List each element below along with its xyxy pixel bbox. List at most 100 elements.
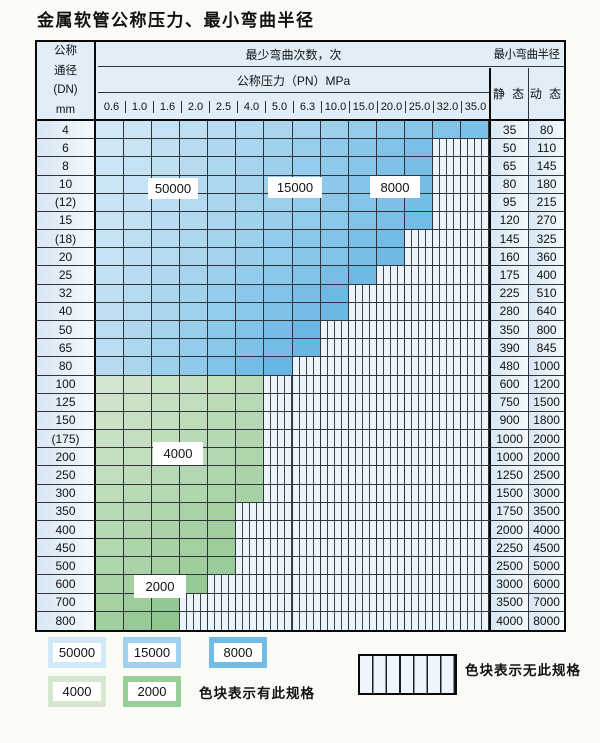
dn-cell: 200	[37, 448, 96, 466]
no-spec-cell	[292, 375, 321, 393]
zone-label-4000: 4000	[153, 442, 203, 465]
static-radius-cell: 225	[489, 284, 529, 302]
table-row: 32 225 510	[37, 284, 565, 303]
spec-available-cell	[208, 175, 237, 193]
spec-available-cell	[461, 121, 490, 139]
no-spec-cell	[348, 411, 377, 430]
legend-item-4000: 4000	[48, 676, 106, 707]
spec-available-cell	[320, 266, 349, 284]
spec-available-cell	[124, 357, 153, 375]
corner-line: (DN)	[53, 84, 78, 96]
table-header: 公称 通径 (DN) mm 最少弯曲次数，次 最小弯曲半径 公称压力（PN）MPa 0…	[37, 42, 564, 121]
no-spec-cell	[292, 393, 321, 411]
pressure-tick: 6.3	[294, 100, 322, 113]
no-spec-cell	[320, 357, 349, 375]
spec-available-cell	[152, 139, 181, 157]
no-spec-cell	[461, 375, 490, 393]
spec-available-cell	[236, 375, 265, 393]
no-spec-cell	[376, 557, 405, 575]
spec-available-cell	[152, 466, 181, 484]
no-spec-cell	[461, 557, 490, 575]
no-spec-cell	[292, 611, 321, 630]
spec-available-cell	[96, 593, 125, 611]
spec-available-cell	[264, 211, 293, 230]
dn-cell: 500	[37, 557, 96, 575]
no-spec-cell	[180, 593, 209, 611]
legend-row-blue: 50000 15000 8000	[48, 637, 267, 668]
spec-available-cell	[152, 302, 181, 320]
no-spec-cell	[432, 284, 462, 302]
spec-available-cell	[96, 575, 125, 593]
spec-available-cell	[208, 284, 237, 302]
spec-available-cell	[124, 411, 153, 430]
spec-available-cell	[124, 266, 153, 284]
pressure-tick: 2.5	[210, 100, 238, 113]
no-spec-cell	[320, 575, 349, 593]
spec-available-cell	[96, 302, 125, 320]
no-spec-cell	[404, 448, 433, 466]
spec-available-cell	[264, 121, 293, 139]
spec-available-cell	[124, 448, 153, 466]
spec-available-cell	[96, 339, 125, 357]
no-spec-cell	[461, 339, 490, 357]
spec-available-cell	[208, 520, 237, 539]
zone-label-2000: 2000	[134, 575, 186, 598]
table-row: 125 750 1500	[37, 393, 565, 412]
no-spec-cell	[320, 411, 349, 430]
static-radius-cell: 145	[489, 230, 529, 248]
no-spec-cell	[264, 430, 293, 448]
spec-available-cell	[124, 484, 153, 502]
table-row: 6 50 110	[37, 139, 565, 158]
no-spec-cell	[348, 539, 377, 557]
page-title: 金属软管公称压力、最小弯曲半径	[37, 11, 315, 30]
static-radius-cell: 1000	[489, 430, 529, 448]
no-spec-cell	[432, 593, 462, 611]
spec-available-cell	[152, 357, 181, 375]
zone-label-8000: 8000	[370, 176, 420, 198]
spec-available-cell	[124, 520, 153, 539]
spec-available-cell	[96, 193, 125, 211]
spec-available-cell	[292, 248, 321, 266]
pressure-tick: 20.0	[378, 100, 406, 113]
table-row: 150 900 1800	[37, 411, 565, 431]
spec-available-cell	[152, 230, 181, 248]
static-radius-cell: 390	[489, 339, 529, 357]
spec-available-cell	[320, 157, 349, 175]
no-spec-cell	[292, 520, 321, 539]
spec-available-cell	[208, 248, 237, 266]
dynamic-radius-cell: 800	[528, 320, 565, 339]
spec-available-cell	[124, 320, 153, 339]
spec-available-cell	[124, 502, 153, 520]
no-spec-cell	[404, 375, 433, 393]
no-spec-cell	[236, 557, 265, 575]
pressure-tick: 15.0	[350, 100, 378, 113]
no-spec-cell	[348, 502, 377, 520]
static-radius-cell: 3500	[489, 593, 529, 611]
legend-item-label: 4000	[53, 682, 101, 701]
spec-available-cell	[152, 375, 181, 393]
spec-available-cell	[292, 266, 321, 284]
spec-available-cell	[236, 357, 265, 375]
no-spec-cell	[348, 375, 377, 393]
no-spec-cell	[376, 393, 405, 411]
spec-available-cell	[264, 230, 293, 248]
no-spec-cell	[348, 520, 377, 539]
no-spec-cell	[461, 448, 490, 466]
no-spec-cell	[404, 430, 433, 448]
spec-available-cell	[96, 520, 125, 539]
legend-item-50000: 50000	[48, 637, 106, 668]
no-spec-cell	[404, 520, 433, 539]
spec-available-cell	[376, 121, 405, 139]
spec-available-cell	[236, 248, 265, 266]
table-row: 40 280 640	[37, 302, 565, 321]
dn-cell: 250	[37, 466, 96, 484]
no-spec-cell	[432, 611, 462, 630]
no-spec-cell	[292, 411, 321, 430]
spec-available-cell	[264, 339, 293, 357]
no-spec-cell	[292, 466, 321, 484]
spec-available-cell	[96, 466, 125, 484]
dn-cell: (18)	[37, 230, 96, 248]
spec-available-cell	[264, 320, 293, 339]
no-spec-cell	[404, 266, 433, 284]
no-spec-cell	[376, 484, 405, 502]
